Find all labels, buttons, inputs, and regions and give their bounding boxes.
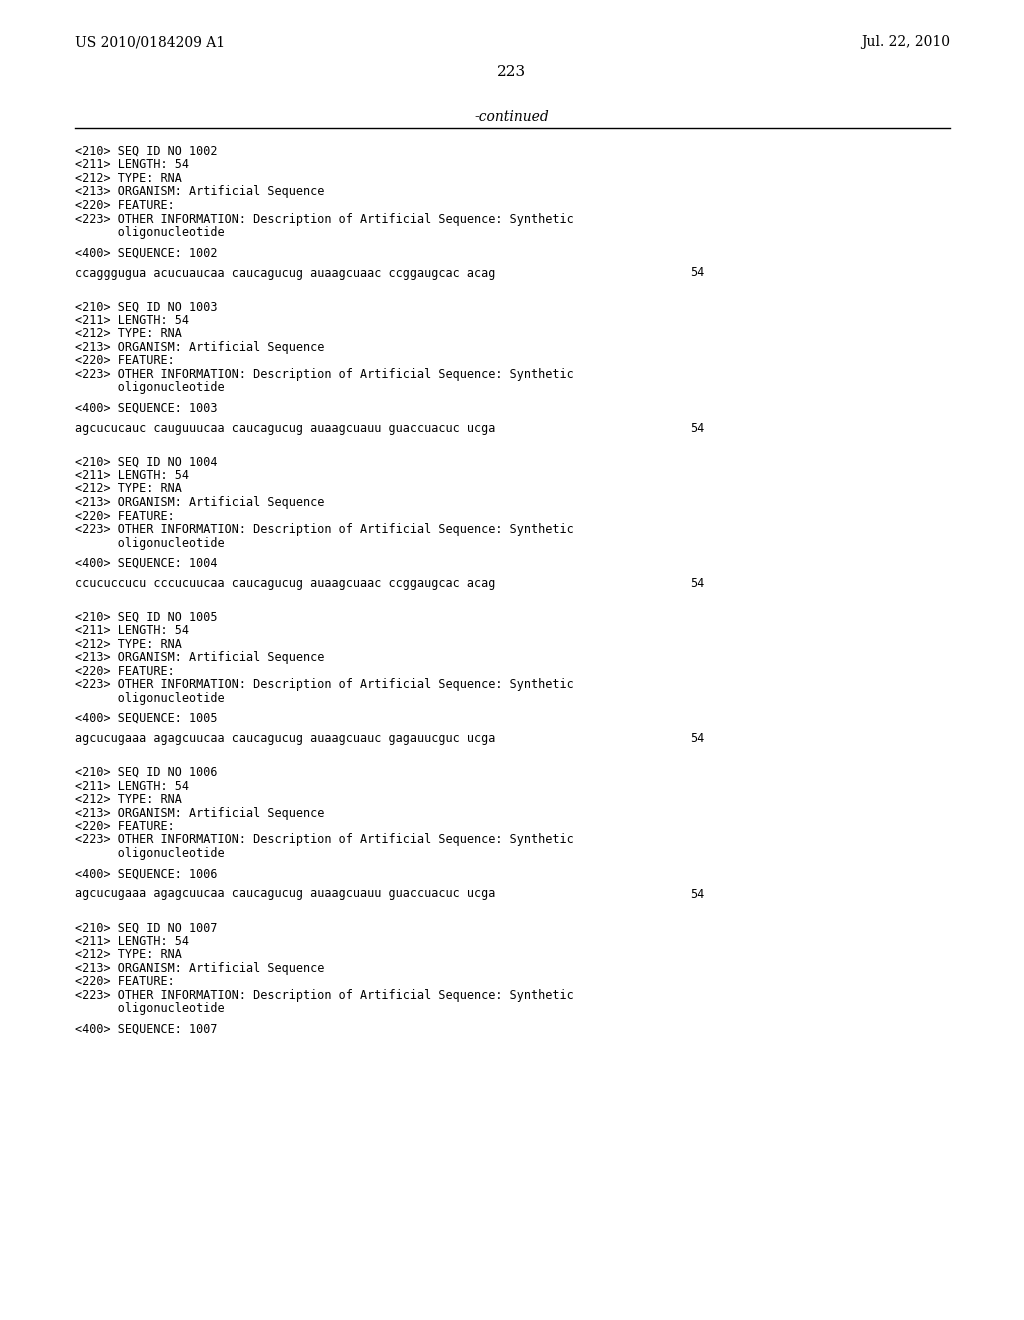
Text: <223> OTHER INFORMATION: Description of Artificial Sequence: Synthetic: <223> OTHER INFORMATION: Description of … (75, 523, 573, 536)
Text: <211> LENGTH: 54: <211> LENGTH: 54 (75, 469, 189, 482)
Text: <213> ORGANISM: Artificial Sequence: <213> ORGANISM: Artificial Sequence (75, 807, 325, 820)
Text: <211> LENGTH: 54: <211> LENGTH: 54 (75, 935, 189, 948)
Text: US 2010/0184209 A1: US 2010/0184209 A1 (75, 36, 225, 49)
Text: <220> FEATURE:: <220> FEATURE: (75, 199, 175, 213)
Text: <210> SEQ ID NO 1002: <210> SEQ ID NO 1002 (75, 145, 217, 158)
Text: oligonucleotide: oligonucleotide (75, 381, 224, 395)
Text: <213> ORGANISM: Artificial Sequence: <213> ORGANISM: Artificial Sequence (75, 186, 325, 198)
Text: <400> SEQUENCE: 1002: <400> SEQUENCE: 1002 (75, 247, 217, 259)
Text: <220> FEATURE:: <220> FEATURE: (75, 665, 175, 677)
Text: 54: 54 (690, 733, 705, 746)
Text: <220> FEATURE:: <220> FEATURE: (75, 510, 175, 523)
Text: <223> OTHER INFORMATION: Description of Artificial Sequence: Synthetic: <223> OTHER INFORMATION: Description of … (75, 678, 573, 692)
Text: <210> SEQ ID NO 1005: <210> SEQ ID NO 1005 (75, 611, 217, 624)
Text: ccucuccucu cccucuucaa caucagucug auaagcuaac ccggaugcac acag: ccucuccucu cccucuucaa caucagucug auaagcu… (75, 577, 496, 590)
Text: <211> LENGTH: 54: <211> LENGTH: 54 (75, 314, 189, 327)
Text: Jul. 22, 2010: Jul. 22, 2010 (861, 36, 950, 49)
Text: <223> OTHER INFORMATION: Description of Artificial Sequence: Synthetic: <223> OTHER INFORMATION: Description of … (75, 368, 573, 380)
Text: <400> SEQUENCE: 1006: <400> SEQUENCE: 1006 (75, 867, 217, 880)
Text: oligonucleotide: oligonucleotide (75, 536, 224, 549)
Text: <213> ORGANISM: Artificial Sequence: <213> ORGANISM: Artificial Sequence (75, 496, 325, 510)
Text: -continued: -continued (475, 110, 549, 124)
Text: <400> SEQUENCE: 1003: <400> SEQUENCE: 1003 (75, 401, 217, 414)
Text: agcucugaaa agagcuucaa caucagucug auaagcuauc gagauucguc ucga: agcucugaaa agagcuucaa caucagucug auaagcu… (75, 733, 496, 746)
Text: <210> SEQ ID NO 1007: <210> SEQ ID NO 1007 (75, 921, 217, 935)
Text: 54: 54 (690, 887, 705, 900)
Text: <223> OTHER INFORMATION: Description of Artificial Sequence: Synthetic: <223> OTHER INFORMATION: Description of … (75, 213, 573, 226)
Text: <212> TYPE: RNA: <212> TYPE: RNA (75, 638, 182, 651)
Text: oligonucleotide: oligonucleotide (75, 847, 224, 861)
Text: <212> TYPE: RNA: <212> TYPE: RNA (75, 793, 182, 807)
Text: 54: 54 (690, 267, 705, 280)
Text: <212> TYPE: RNA: <212> TYPE: RNA (75, 172, 182, 185)
Text: oligonucleotide: oligonucleotide (75, 226, 224, 239)
Text: <212> TYPE: RNA: <212> TYPE: RNA (75, 483, 182, 495)
Text: <400> SEQUENCE: 1005: <400> SEQUENCE: 1005 (75, 711, 217, 725)
Text: <211> LENGTH: 54: <211> LENGTH: 54 (75, 780, 189, 792)
Text: <400> SEQUENCE: 1007: <400> SEQUENCE: 1007 (75, 1023, 217, 1035)
Text: <211> LENGTH: 54: <211> LENGTH: 54 (75, 624, 189, 638)
Text: <220> FEATURE:: <220> FEATURE: (75, 975, 175, 989)
Text: <213> ORGANISM: Artificial Sequence: <213> ORGANISM: Artificial Sequence (75, 341, 325, 354)
Text: oligonucleotide: oligonucleotide (75, 1002, 224, 1015)
Text: <213> ORGANISM: Artificial Sequence: <213> ORGANISM: Artificial Sequence (75, 651, 325, 664)
Text: <212> TYPE: RNA: <212> TYPE: RNA (75, 948, 182, 961)
Text: 54: 54 (690, 422, 705, 434)
Text: <220> FEATURE:: <220> FEATURE: (75, 820, 175, 833)
Text: <223> OTHER INFORMATION: Description of Artificial Sequence: Synthetic: <223> OTHER INFORMATION: Description of … (75, 833, 573, 846)
Text: <210> SEQ ID NO 1006: <210> SEQ ID NO 1006 (75, 766, 217, 779)
Text: <210> SEQ ID NO 1004: <210> SEQ ID NO 1004 (75, 455, 217, 469)
Text: <220> FEATURE:: <220> FEATURE: (75, 354, 175, 367)
Text: 54: 54 (690, 577, 705, 590)
Text: <211> LENGTH: 54: <211> LENGTH: 54 (75, 158, 189, 172)
Text: agcucugaaa agagcuucaa caucagucug auaagcuauu guaccuacuc ucga: agcucugaaa agagcuucaa caucagucug auaagcu… (75, 887, 496, 900)
Text: agcucucauc cauguuucaa caucagucug auaagcuauu guaccuacuc ucga: agcucucauc cauguuucaa caucagucug auaagcu… (75, 422, 496, 434)
Text: oligonucleotide: oligonucleotide (75, 692, 224, 705)
Text: <210> SEQ ID NO 1003: <210> SEQ ID NO 1003 (75, 300, 217, 313)
Text: <212> TYPE: RNA: <212> TYPE: RNA (75, 327, 182, 341)
Text: <213> ORGANISM: Artificial Sequence: <213> ORGANISM: Artificial Sequence (75, 962, 325, 974)
Text: <223> OTHER INFORMATION: Description of Artificial Sequence: Synthetic: <223> OTHER INFORMATION: Description of … (75, 989, 573, 1002)
Text: ccagggugua acucuaucaa caucagucug auaagcuaac ccggaugcac acag: ccagggugua acucuaucaa caucagucug auaagcu… (75, 267, 496, 280)
Text: 223: 223 (498, 65, 526, 79)
Text: <400> SEQUENCE: 1004: <400> SEQUENCE: 1004 (75, 557, 217, 570)
